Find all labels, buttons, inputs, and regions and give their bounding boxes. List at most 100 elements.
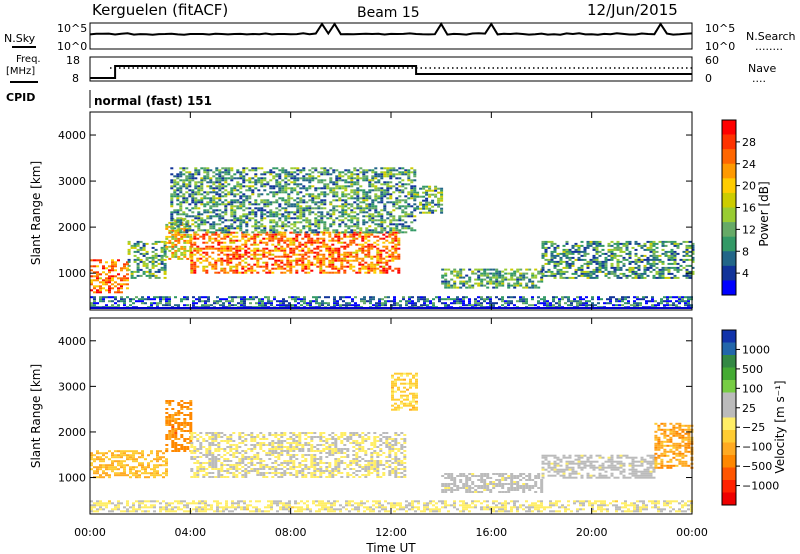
heatmap-cell [510,302,513,305]
heatmap-cell [281,207,285,210]
heatmap-cell [243,302,246,305]
heatmap-cell [183,422,187,424]
heatmap-cell [270,304,273,307]
heatmap-cell [250,448,254,450]
heatmap-cell [223,450,227,452]
heatmap-cell [176,193,180,196]
heatmap-cell [206,185,210,188]
heatmap-cell [413,209,417,212]
heatmap-cell [253,239,257,242]
heatmap-cell [274,267,278,270]
heatmap-cell [244,257,248,260]
heatmap-cell [625,276,629,279]
heatmap-cell [362,171,366,174]
heatmap-cell [311,177,315,180]
heatmap-cell [165,223,169,226]
heatmap-cell [127,264,131,267]
heatmap-cell [355,253,359,256]
heatmap-cell [365,229,369,232]
heatmap-cell [179,203,183,206]
heatmap-cell [296,201,300,204]
heatmap-cell [189,440,193,442]
heatmap-cell [574,248,578,251]
heatmap-cell [351,300,354,303]
heatmap-cell [410,221,414,224]
heatmap-cell [616,276,620,279]
heatmap-cell [241,454,245,456]
heatmap-cell [646,256,650,259]
heatmap-cell [410,187,414,190]
heatmap-cell [157,268,161,271]
heatmap-cell [356,187,360,190]
heatmap-cell [323,227,327,230]
heatmap-cell [259,253,263,256]
heatmap-cell [217,247,221,250]
heatmap-cell [236,219,240,222]
heatmap-cell [628,252,632,255]
heatmap-cell [271,249,275,252]
heatmap-cell [292,249,296,252]
heatmap-cell [208,464,212,466]
heatmap-cell [190,237,194,240]
heatmap-cell [268,237,272,240]
heatmap-cell [553,274,557,277]
heatmap-cell [177,247,181,250]
heatmap-cell [257,203,261,206]
heatmap-cell [646,240,650,243]
heatmap-cell [392,223,396,226]
heatmap-cell [347,177,351,180]
heatmap-cell [177,239,181,242]
heatmap-cell [147,298,150,301]
heatmap-cell [425,199,429,202]
heatmap-cell [216,302,219,305]
heatmap-cell [163,246,167,249]
heatmap-cell [193,456,197,458]
heatmap-cell [239,225,243,228]
heatmap-cell [197,187,201,190]
heatmap-cell [658,272,662,275]
heatmap-cell [296,185,300,188]
heatmap-cell [117,259,120,262]
heatmap-cell [519,278,523,281]
heatmap-cell [304,251,308,254]
heatmap-cell [194,203,198,206]
heatmap-cell [350,221,354,224]
heatmap-cell [380,219,384,222]
heatmap-cell [411,302,414,305]
heatmap-cell [519,300,522,303]
heatmap-cell [185,221,189,224]
heatmap-cell [370,243,374,246]
heatmap-cell [206,221,210,224]
heatmap-cell [217,257,221,260]
heatmap-cell [510,276,514,279]
heatmap-cell [302,195,306,198]
heatmap-cell [226,436,230,438]
heatmap-cell [214,247,218,250]
heatmap-cell [440,207,444,210]
heatmap-cell [311,193,315,196]
heatmap-cell [329,213,333,216]
heatmap-cell [649,270,653,273]
colorbar-swatch [722,207,736,223]
heatmap-cell [259,472,263,474]
heatmap-cell [395,229,399,232]
heatmap-cell [241,432,245,434]
heatmap-cell [302,215,306,218]
heatmap-cell [322,241,326,244]
heatmap-cell [541,264,545,267]
heatmap-cell [398,185,402,188]
heatmap-cell [553,264,557,267]
heatmap-cell [283,235,287,238]
heatmap-cell [111,304,114,307]
heatmap-cell [244,456,248,458]
heatmap-cell [501,280,505,283]
heatmap-cell [205,271,209,274]
heatmap-cell [550,256,554,259]
heatmap-cell [214,464,218,466]
heatmap-cell [186,227,190,230]
heatmap-cell [105,283,108,286]
heatmap-cell [239,205,243,208]
heatmap-cell [570,302,573,305]
heatmap-cell [541,252,545,255]
heatmap-cell [438,300,441,303]
